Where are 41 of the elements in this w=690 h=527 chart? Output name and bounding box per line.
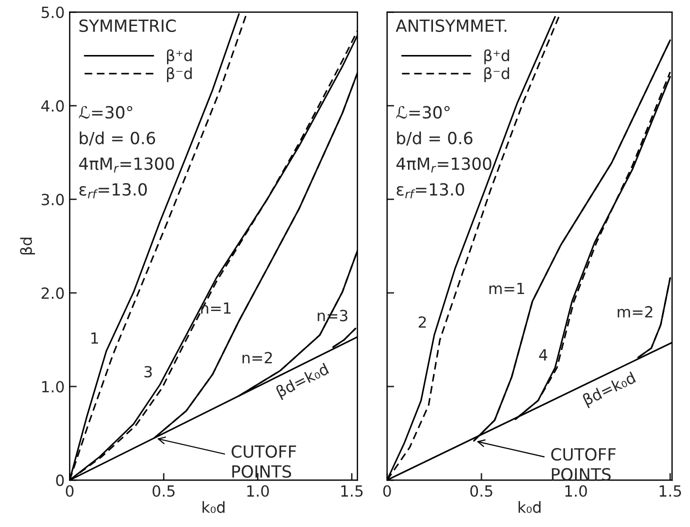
chart-title: SYMMETRIC xyxy=(79,19,176,32)
x-tick-label: 0.5 xyxy=(470,485,492,497)
y-tick-label: 5.0 xyxy=(42,6,64,18)
legend-label: β⁻d xyxy=(484,67,510,82)
y-tick-label: 2.0 xyxy=(42,287,64,299)
annotation: n=1 xyxy=(201,302,231,314)
y-axis-title: βd xyxy=(20,238,35,254)
legend-label: β⁻d xyxy=(167,67,192,82)
annotation: m=1 xyxy=(489,282,524,294)
x-tick-label: 0.5 xyxy=(152,485,175,497)
y-tick-label: 1.0 xyxy=(42,380,64,393)
annotation: b/d = 0.6 xyxy=(397,131,472,146)
x-tick-label: 0 xyxy=(66,485,74,497)
annotation: ℒ=30° xyxy=(396,106,450,119)
x-tick-label: 1.0 xyxy=(247,485,269,497)
annotation: m=2 xyxy=(618,306,652,318)
legend-label: β⁺d xyxy=(167,49,192,64)
x-axis-title: k₀d xyxy=(518,501,541,513)
legend-label: β⁺d xyxy=(484,49,510,64)
x-tick-label: 1.5 xyxy=(660,485,681,497)
x-tick-label: 1.0 xyxy=(565,485,587,497)
annotation: ε$_{rf}$=13.0 xyxy=(396,183,464,198)
annotation: b/d = 0.6 xyxy=(80,131,156,146)
x-axis-title: k₀d xyxy=(202,501,224,513)
annotation: 4πM$_{r}$=1300 xyxy=(396,157,492,172)
x-tick-label: 0 xyxy=(383,485,391,497)
annotation: 4 xyxy=(539,349,548,360)
annotation: ε$_{rf}$=13.0 xyxy=(79,183,147,198)
annotation: CUTOFF POINTS xyxy=(551,448,616,481)
annotation: 3 xyxy=(144,366,152,378)
chart-title: ANTISYMMET. xyxy=(396,19,506,32)
annotation: CUTOFF POINTS xyxy=(232,445,296,478)
annotation: ℒ=30° xyxy=(78,106,132,119)
annotation: n=2 xyxy=(242,352,272,364)
annotation: 1 xyxy=(91,332,98,344)
x-tick-label: 1.5 xyxy=(341,485,363,497)
y-tick-label: 0 xyxy=(56,474,64,486)
annotation: 2 xyxy=(418,316,426,328)
y-tick-label: 3.0 xyxy=(42,194,64,206)
y-tick-label: 4.0 xyxy=(41,100,64,112)
annotation: 4πM$_{r}$=1300 xyxy=(79,157,174,172)
